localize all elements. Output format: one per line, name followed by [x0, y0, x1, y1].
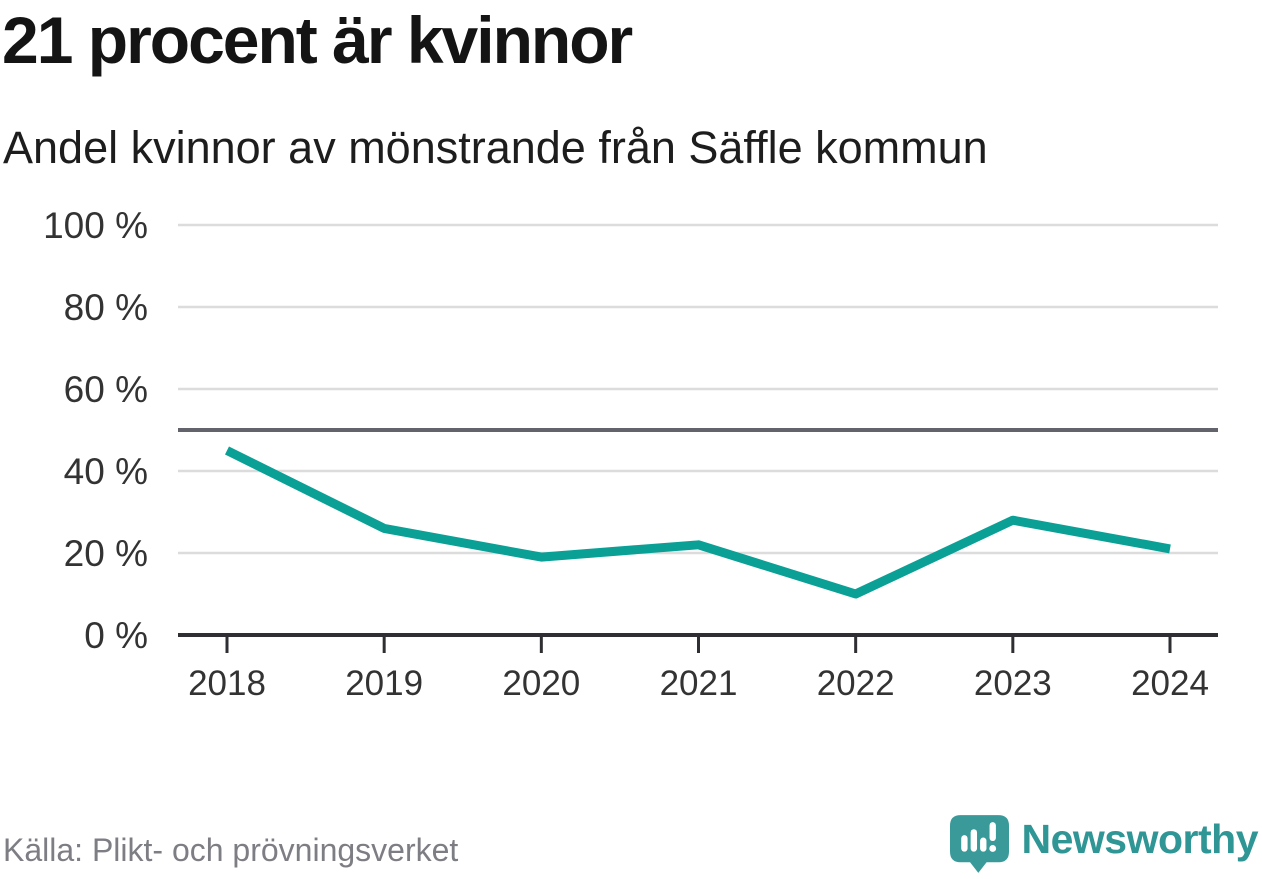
x-axis-label: 2024	[1131, 664, 1209, 703]
x-axis-label: 2018	[188, 664, 266, 703]
y-axis-label: 60 %	[64, 369, 148, 410]
x-axis-label: 2020	[502, 664, 580, 703]
newsworthy-logo: Newsworthy	[949, 815, 1259, 873]
x-axis-label: 2021	[660, 664, 738, 703]
x-axis-label: 2022	[817, 664, 895, 703]
source-text: Källa: Plikt- och prövningsverket	[3, 832, 459, 868]
y-axis-label: 100 %	[43, 205, 148, 246]
data-line	[225, 446, 1171, 599]
line-chart: 0 % 20 % 40 % 60 % 80 % 100 % 2018 2019 2020 2021…	[43, 205, 1218, 703]
chart-subtitle: Andel kvinnor av mönstrande från Säffle …	[3, 122, 988, 173]
newsworthy-wordmark: Newsworthy	[1021, 815, 1259, 862]
y-axis-label: 40 %	[64, 451, 148, 492]
y-axis-label: 0 %	[84, 615, 148, 656]
chart-title: 21 procent är kvinnor	[2, 3, 633, 77]
x-axis-label: 2019	[345, 664, 423, 703]
y-axis-label: 80 %	[64, 287, 148, 328]
y-axis-label: 20 %	[64, 533, 148, 574]
newsworthy-logo-icon	[949, 815, 1009, 873]
x-axis-label: 2023	[974, 664, 1052, 703]
